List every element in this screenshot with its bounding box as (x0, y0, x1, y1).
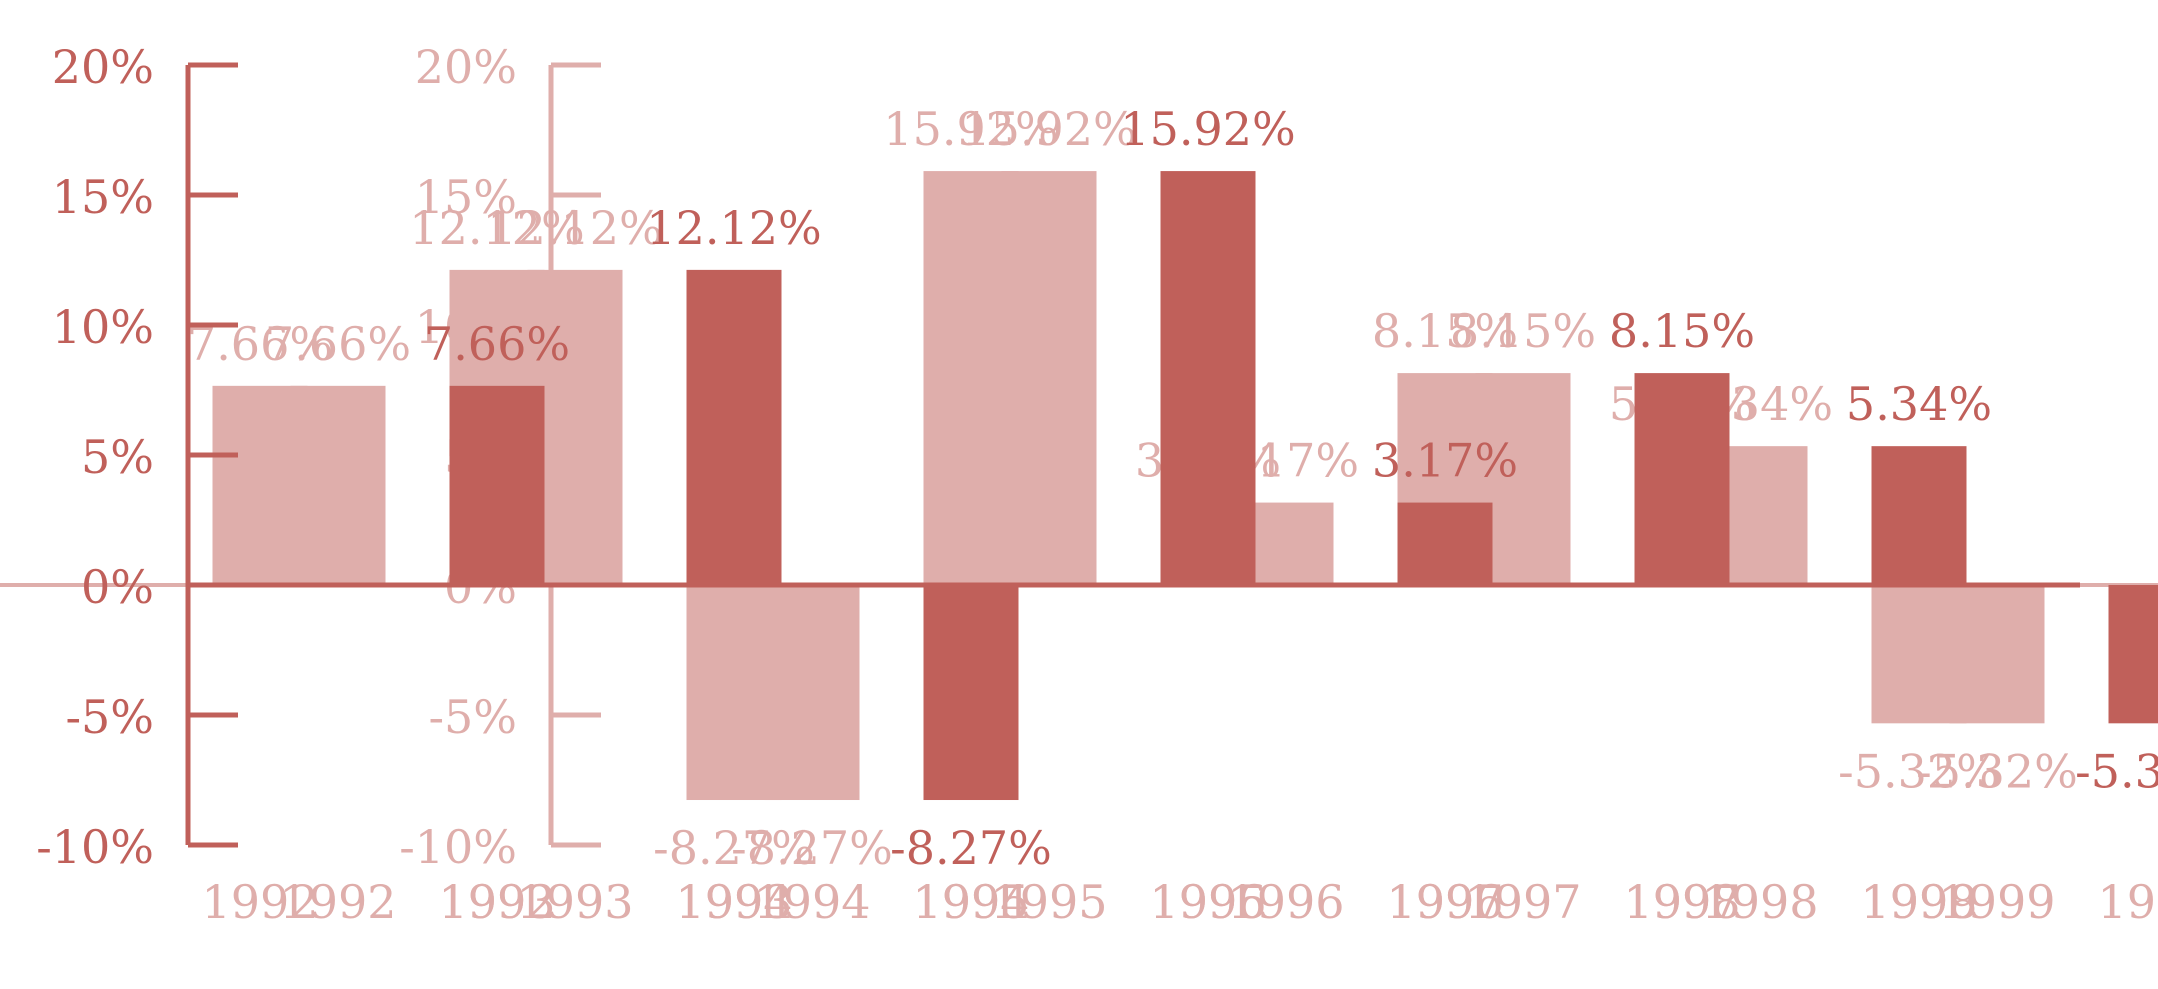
bar-1992 (449, 385, 545, 585)
y-tick-label: 15% (52, 170, 154, 224)
ghost-bar-1995 (1001, 171, 1097, 585)
ghost-x-tick-label: 1999 (1938, 875, 2055, 929)
ghost-bar-1999 (1949, 585, 2045, 724)
data-label-1994: -8.27% (890, 821, 1052, 875)
ghost-data-label: -5.32% (1916, 744, 2078, 798)
data-label-1992: 7.66% (424, 317, 570, 371)
ghost-x-tick-label: 1992 (279, 875, 396, 929)
ghost-y-tick-label: 15% (415, 170, 517, 224)
ghost-y-tick-label: 20% (415, 40, 517, 94)
ghost-x-tick-label: 1992 (201, 875, 318, 929)
ghost-data-label: 12.12% (409, 201, 584, 255)
data-label-1996: 3.17% (1372, 434, 1518, 488)
ghost-x-tick-label: 1995 (990, 875, 1107, 929)
ghost-x-tick-label: 1997 (1386, 875, 1503, 929)
ghost-x-tick-label: 1995 (912, 875, 1029, 929)
ghost-bar-1992 (290, 385, 386, 585)
ghost-data-label: -8.27% (731, 821, 893, 875)
x-tick-label-1998: 1998 (1860, 875, 1977, 929)
data-label-1993: 12.12% (646, 201, 821, 255)
ghost-x-tick-label: 1994 (753, 875, 870, 929)
ghost-x-tick-label: 1994 (675, 875, 792, 929)
x-tick-label-1995: 1995 (1149, 875, 1266, 929)
x-tick-label-1993: 1993 (675, 875, 792, 929)
ghost-x-tick-label: 1998 (1701, 875, 1818, 929)
x-tick-label-1999: 1999 (2097, 875, 2158, 929)
y-tick-label: 20% (52, 40, 154, 94)
bar-1997 (1634, 373, 1730, 585)
ghost-x-tick-label: 1993 (438, 875, 555, 929)
data-label-1997: 8.15% (1609, 304, 1755, 358)
ghost-layer: -10%-5%0%5%10%15%20%7.66%199212.12%1993-… (0, 40, 2158, 929)
main-layer: -10%-5%0%5%10%15%20%7.66%199212.12%1993-… (36, 40, 2158, 929)
bar-1999 (2108, 585, 2158, 724)
ghost-data-label: 8.15% (1372, 304, 1518, 358)
ghost-data-label: 8.15% (1450, 304, 1596, 358)
ghost-x-tick-label: 1996 (1227, 875, 1344, 929)
ghost-x-tick-label: 1996 (1149, 875, 1266, 929)
x-tick-label-1994: 1994 (912, 875, 1029, 929)
ghost-bar-1994 (764, 585, 860, 801)
bar-1996 (1397, 502, 1493, 585)
ghost-data-label: 7.66% (265, 317, 411, 371)
ghost-data-label: 12.12% (487, 201, 662, 255)
x-tick-label-1996: 1996 (1386, 875, 1503, 929)
ghost-y-tick-label: -10% (399, 820, 517, 874)
y-tick-label: 5% (81, 430, 154, 484)
data-label-1999: -5.32% (2075, 744, 2158, 798)
y-tick-label: -5% (65, 690, 154, 744)
ghost-data-label: 15.92% (961, 102, 1136, 156)
bar-1994 (923, 585, 1019, 801)
ghost-x-tick-label: 1997 (1464, 875, 1581, 929)
data-label-1998: 5.34% (1846, 377, 1992, 431)
x-tick-label-1997: 1997 (1623, 875, 1740, 929)
ghost-data-label: -5.32% (1838, 744, 2000, 798)
ghost-x-tick-label: 1998 (1623, 875, 1740, 929)
data-label-1995: 15.92% (1120, 102, 1295, 156)
y-tick-label: -10% (36, 820, 154, 874)
ghost-data-label: 15.92% (883, 102, 1058, 156)
x-tick-label-1992: 1992 (438, 875, 555, 929)
bar-1993 (686, 269, 782, 585)
bar-1995 (1160, 171, 1256, 585)
y-tick-label: 0% (81, 560, 154, 614)
ghost-y-tick-label: -5% (428, 690, 517, 744)
ghost-x-tick-label: 1999 (1860, 875, 1977, 929)
ghost-x-tick-label: 1993 (516, 875, 633, 929)
y-tick-label: 10% (52, 300, 154, 354)
bar-1998 (1871, 446, 1967, 585)
ghost-data-label: -8.27% (653, 821, 815, 875)
